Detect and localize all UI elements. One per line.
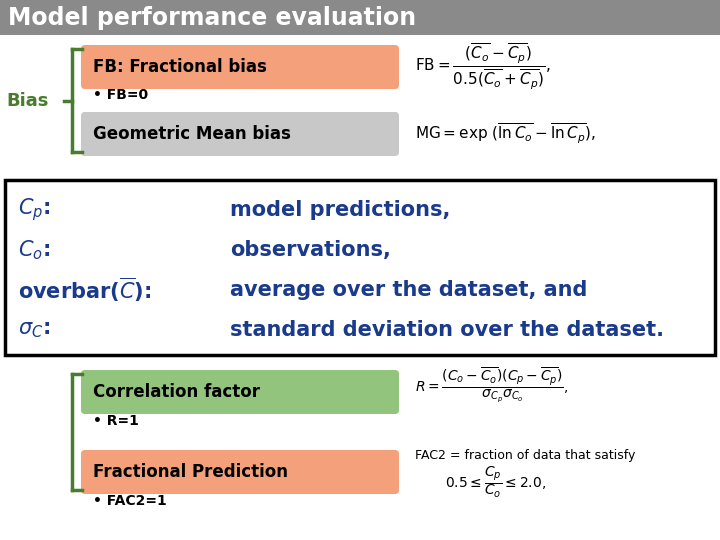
Text: • FB=0: • FB=0 <box>93 88 148 102</box>
FancyBboxPatch shape <box>81 112 399 156</box>
FancyBboxPatch shape <box>81 370 399 414</box>
Text: $\mathrm{MG} = \exp\,(\overline{\ln C_o} - \overline{\ln C_p}),$: $\mathrm{MG} = \exp\,(\overline{\ln C_o}… <box>415 122 596 146</box>
Text: $\sigma_C$:: $\sigma_C$: <box>18 320 50 340</box>
FancyBboxPatch shape <box>5 180 715 355</box>
FancyBboxPatch shape <box>81 45 399 89</box>
Text: FAC2 = fraction of data that satisfy: FAC2 = fraction of data that satisfy <box>415 449 635 462</box>
Text: $C_p$:: $C_p$: <box>18 197 50 224</box>
Text: $\mathrm{FB} = \dfrac{(\overline{C_o} - \overline{C_p})}{0.5(\overline{C_o} + \o: $\mathrm{FB} = \dfrac{(\overline{C_o} - … <box>415 42 551 92</box>
Text: average over the dataset, and: average over the dataset, and <box>230 280 588 300</box>
Text: $C_o$:: $C_o$: <box>18 238 50 262</box>
Text: overbar($\overline{C}$):: overbar($\overline{C}$): <box>18 276 151 304</box>
Text: FB: Fractional bias: FB: Fractional bias <box>93 58 267 76</box>
Text: model predictions,: model predictions, <box>230 200 451 220</box>
FancyBboxPatch shape <box>0 0 720 35</box>
Text: • R=1: • R=1 <box>93 414 139 428</box>
Text: $0.5 \leq \dfrac{C_p}{C_o} \leq 2.0,$: $0.5 \leq \dfrac{C_p}{C_o} \leq 2.0,$ <box>445 464 546 500</box>
FancyBboxPatch shape <box>81 450 399 494</box>
Text: $R = \dfrac{(C_o - \overline{C_o})(C_p - \overline{C_p})}{\sigma_{C_p}\sigma_{C_: $R = \dfrac{(C_o - \overline{C_o})(C_p -… <box>415 366 569 404</box>
Text: observations,: observations, <box>230 240 391 260</box>
Text: Correlation factor: Correlation factor <box>93 383 260 401</box>
Text: • FAC2=1: • FAC2=1 <box>93 494 167 508</box>
Text: standard deviation over the dataset.: standard deviation over the dataset. <box>230 320 664 340</box>
Text: Model performance evaluation: Model performance evaluation <box>8 6 416 30</box>
Text: Fractional Prediction: Fractional Prediction <box>93 463 288 481</box>
Text: Geometric Mean bias: Geometric Mean bias <box>93 125 291 143</box>
Text: Bias: Bias <box>6 91 49 110</box>
